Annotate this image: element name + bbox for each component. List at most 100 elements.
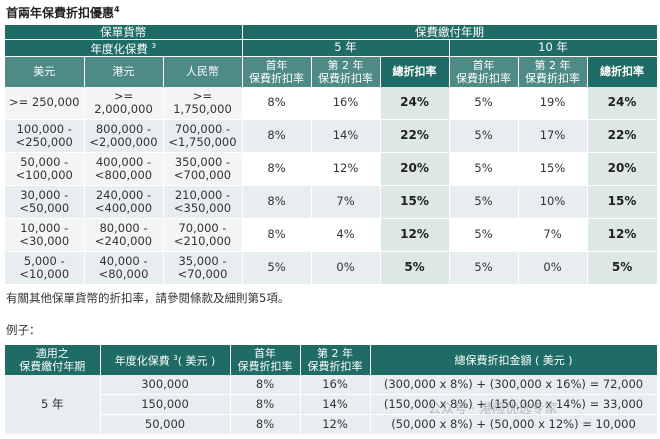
cell-usd: 30,000 - <50,000 [5,185,85,219]
header-5-years: 5 年 [242,39,450,57]
cell-formula: (50,000 x 8%) + (50,000 x 12%) = 10,000 [370,414,658,435]
example-table: 適用之 保費繳付年期 年度化保費 3( 美元 ) 首年 保費折扣率 第 2 年保費折… [5,345,658,435]
col-second-year: 第 2 年保費折扣率 [300,345,371,375]
col-10y-total: 總折扣率 [587,56,658,87]
cell-y10-total: 22% [587,119,658,153]
cell-first: 8% [230,394,301,415]
cell-hkd: 400,000 - <800,000 [84,152,164,186]
table-row: 30,000 - <50,000 240,000 - <400,000 210,000 … [5,185,658,219]
cell-y5-first: 8% [242,218,312,252]
cell-rmb: 350,000 - <700,000 [163,152,243,186]
cell-y5-second: 12% [311,152,381,186]
cell-hkd: >= 2,000,000 [84,86,164,120]
cell-second: 14% [300,394,371,415]
cell-usd: >= 250,000 [5,86,85,120]
col-5y-total: 總折扣率 [380,56,450,87]
col-5y-first-year: 首年 保費折扣率 [242,56,312,87]
cell-y10-total: 5% [587,251,658,285]
page-title: 首兩年保費折扣優惠4 [6,5,120,20]
cell-y5-first: 8% [242,119,312,153]
header-annual-premium: 年度化保費 3 [5,39,243,57]
cell-usd: 10,000 - <30,000 [5,218,85,252]
example-label: 例子： [6,323,41,337]
cell-y10-first: 5% [449,251,519,285]
cell-y10-second: 0% [518,251,588,285]
watermark: 公众号 · 港险优选专家 [428,402,558,417]
table-row: >= 250,000 >= 2,000,000 >= 1,750,000 8% 16% 2… [5,86,658,120]
cell-y10-first: 5% [449,185,519,219]
table-row: 100,000 - <250,000 800,000 - <2,000,000 700,… [5,119,658,153]
cell-hkd: 40,000 - <80,000 [84,251,164,285]
table-row: 10,000 - <30,000 80,000 - <240,000 70,000 - <… [5,218,658,252]
cell-y5-second: 0% [311,251,381,285]
col-annual-premium: 年度化保費 3( 美元 ) [100,345,231,375]
cell-rmb: >= 1,750,000 [163,86,243,120]
cell-usd: 5,000 - <10,000 [5,251,85,285]
col-usd: 美元 [5,56,85,87]
cell-rmb: 210,000 - <350,000 [163,185,243,219]
cell-y5-first: 8% [242,86,312,120]
cell-formula: (300,000 x 8%) + (300,000 x 16%) = 72,00… [370,375,658,395]
cell-premium: 300,000 [100,375,231,395]
table-row: 150,000 8% 14% (150,000 x 8%) + (150,000 x … [5,394,658,415]
col-10y-first-year: 首年 保費折扣率 [449,56,519,87]
cell-y5-first: 8% [242,185,312,219]
cell-y5-total: 15% [380,185,450,219]
cell-term: 5 年 [5,375,101,435]
cell-y10-first: 5% [449,86,519,120]
cell-y10-total: 24% [587,86,658,120]
cell-y5-total: 24% [380,86,450,120]
cell-formula: (150,000 x 8%) + (150,000 x 14%) = 33,00… [370,394,658,415]
cell-y5-second: 16% [311,86,381,120]
cell-y10-total: 12% [587,218,658,252]
table-row: 5,000 - <10,000 40,000 - <80,000 35,000 - <70… [5,251,658,285]
cell-y10-total: 20% [587,152,658,186]
cell-y5-second: 7% [311,185,381,219]
discount-table: 保單貨幣 保費繳付年期 年度化保費 3 5 年 10 年 美元 港元 人民幣 首… [5,25,658,285]
col-term: 適用之 保費繳付年期 [5,345,101,375]
table-row: 50,000 8% 12% (50,000 x 8%) + (50,000 x 12%… [5,414,658,435]
table-row: 5 年 300,000 8% 16% (300,000 x 8%) + (300,000… [5,375,658,435]
table-row: 50,000 - <100,000 400,000 - <800,000 350,000… [5,152,658,186]
cell-usd: 100,000 - <250,000 [5,119,85,153]
cell-y10-first: 5% [449,218,519,252]
col-10y-second-year: 第 2 年保費折扣率 [518,56,588,87]
cell-y10-second: 10% [518,185,588,219]
header-period: 保費繳付年期 [242,25,658,40]
cell-y5-total: 12% [380,218,450,252]
cell-y5-total: 20% [380,152,450,186]
cell-y5-first: 8% [242,152,312,186]
col-first-year: 首年 保費折扣率 [230,345,301,375]
cell-y5-second: 14% [311,119,381,153]
header-currency: 保單貨幣 [5,25,243,40]
cell-second: 12% [300,414,371,435]
header-10-years: 10 年 [449,39,658,57]
cell-y5-total: 5% [380,251,450,285]
cell-rmb: 35,000 - <70,000 [163,251,243,285]
cell-hkd: 800,000 - <2,000,000 [84,119,164,153]
cell-hkd: 240,000 - <400,000 [84,185,164,219]
cell-rmb: 700,000 - <1,750,000 [163,119,243,153]
cell-first: 8% [230,414,301,435]
col-total-discount: 總保費折扣金額 ( 美元 ) [370,345,658,375]
cell-y10-second: 17% [518,119,588,153]
cell-first: 8% [230,375,301,395]
cell-y10-second: 15% [518,152,588,186]
col-hkd: 港元 [84,56,164,87]
cell-y5-second: 4% [311,218,381,252]
cell-y10-first: 5% [449,119,519,153]
cell-y5-total: 22% [380,119,450,153]
cell-y10-first: 5% [449,152,519,186]
cell-hkd: 80,000 - <240,000 [84,218,164,252]
cell-y10-second: 7% [518,218,588,252]
col-5y-second-year: 第 2 年保費折扣率 [311,56,381,87]
col-rmb: 人民幣 [163,56,243,87]
cell-premium: 150,000 [100,394,231,415]
cell-premium: 50,000 [100,414,231,435]
cell-y10-total: 15% [587,185,658,219]
footnote: 有關其他保單貨幣的折扣率，請參閱條款及細則第5項。 [6,291,290,305]
cell-usd: 50,000 - <100,000 [5,152,85,186]
cell-y10-second: 19% [518,86,588,120]
cell-y5-first: 5% [242,251,312,285]
cell-rmb: 70,000 - <210,000 [163,218,243,252]
